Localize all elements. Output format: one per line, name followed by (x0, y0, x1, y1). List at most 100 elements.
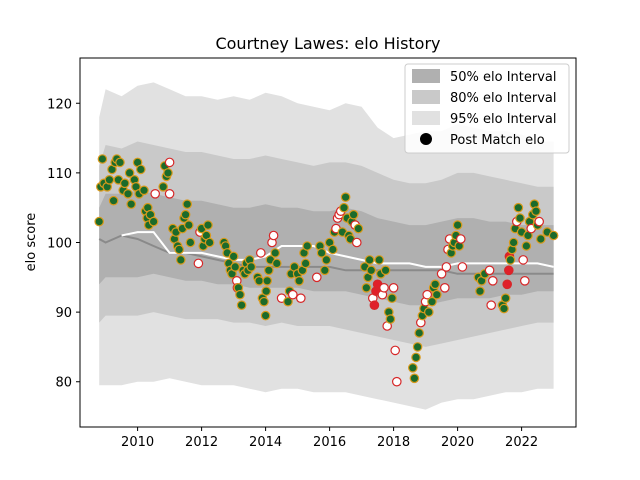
data-point (136, 164, 146, 175)
data-point (388, 282, 399, 293)
data-point (411, 352, 421, 363)
data-point (150, 189, 160, 199)
data-point (407, 362, 418, 373)
data-point (294, 275, 304, 286)
data-point (262, 275, 272, 286)
data-point (412, 342, 423, 352)
data-point (163, 168, 173, 178)
post-match-points (94, 154, 559, 387)
data-point (521, 241, 532, 251)
x-tick-label: 2010 (121, 435, 154, 450)
data-point (255, 248, 266, 258)
x-tick-label: 2016 (313, 435, 346, 450)
data-point (439, 282, 450, 293)
data-point (287, 289, 298, 300)
data-point (104, 175, 115, 185)
data-point (534, 216, 544, 227)
data-point (380, 265, 391, 276)
data-point (487, 275, 498, 286)
data-point (379, 282, 389, 293)
legend: 50% elo Interval 80% elo Interval 95% el… (404, 63, 570, 154)
y-tick-label: 80 (55, 376, 72, 391)
data-point (353, 223, 364, 234)
data-point (302, 241, 312, 251)
y-axis-title: elo score (24, 213, 39, 272)
data-point (295, 293, 306, 303)
data-point (180, 209, 191, 220)
data-point (387, 293, 397, 303)
data-point (263, 265, 274, 276)
data-point (452, 220, 463, 230)
legend-swatch-95 (412, 111, 440, 125)
data-point (503, 265, 514, 276)
data-point (385, 314, 396, 324)
data-point (391, 376, 402, 387)
data-point (499, 303, 509, 314)
data-point (120, 178, 130, 189)
data-point (513, 202, 524, 213)
data-point (182, 199, 192, 209)
data-point (422, 289, 432, 300)
x-axis-ticks: 2010 2012 2014 2016 2018 2020 2022 (121, 427, 538, 450)
data-point (548, 230, 559, 241)
data-point (164, 189, 175, 199)
data-point (311, 272, 322, 283)
data-point (369, 300, 380, 310)
data-point (515, 213, 525, 223)
x-tick-label: 2014 (249, 435, 282, 450)
data-point (361, 282, 372, 293)
data-point (366, 265, 376, 276)
data-point (94, 216, 104, 227)
legend-label-50: 50% elo Interval (450, 70, 557, 85)
data-point (228, 251, 239, 262)
data-point (246, 262, 256, 272)
legend-label-95: 95% elo Interval (450, 112, 557, 127)
chart-title: Courtney Lawes: elo History (215, 34, 440, 53)
data-point (436, 268, 447, 279)
data-point (230, 262, 240, 272)
data-point (271, 258, 282, 269)
data-point (390, 345, 400, 356)
data-point (124, 168, 135, 178)
legend-label-80: 80% elo Interval (450, 91, 557, 106)
legend-label-marker: Post Match elo (450, 133, 545, 148)
legend-swatch-50 (412, 69, 440, 83)
x-tick-label: 2020 (441, 435, 474, 450)
data-point (139, 185, 149, 196)
data-point (351, 237, 362, 248)
data-point (319, 265, 330, 276)
y-tick-label: 100 (47, 237, 72, 252)
data-point (486, 300, 496, 310)
data-point (502, 279, 512, 290)
data-point (261, 286, 271, 296)
data-point (204, 237, 215, 248)
data-point (203, 220, 213, 230)
data-point (321, 255, 332, 265)
data-point (270, 248, 280, 258)
data-point (531, 206, 541, 216)
data-point (348, 209, 359, 220)
data-point (414, 328, 424, 338)
data-point (441, 262, 452, 272)
x-tick-label: 2012 (185, 435, 218, 450)
data-point (457, 262, 468, 272)
plot-area (94, 82, 559, 410)
data-point (300, 258, 311, 269)
data-point (164, 157, 175, 168)
x-tick-label: 2022 (505, 435, 538, 450)
data-point (174, 244, 184, 255)
data-point (115, 157, 125, 168)
data-point (254, 275, 265, 286)
y-tick-label: 120 (47, 97, 72, 112)
data-point (500, 293, 511, 303)
data-point (519, 275, 530, 286)
data-point (176, 255, 186, 265)
data-point (339, 202, 349, 213)
data-point (108, 195, 119, 206)
data-point (126, 199, 136, 209)
data-point (364, 255, 375, 265)
data-point (236, 300, 247, 310)
data-point (193, 258, 204, 269)
data-point (505, 255, 516, 265)
